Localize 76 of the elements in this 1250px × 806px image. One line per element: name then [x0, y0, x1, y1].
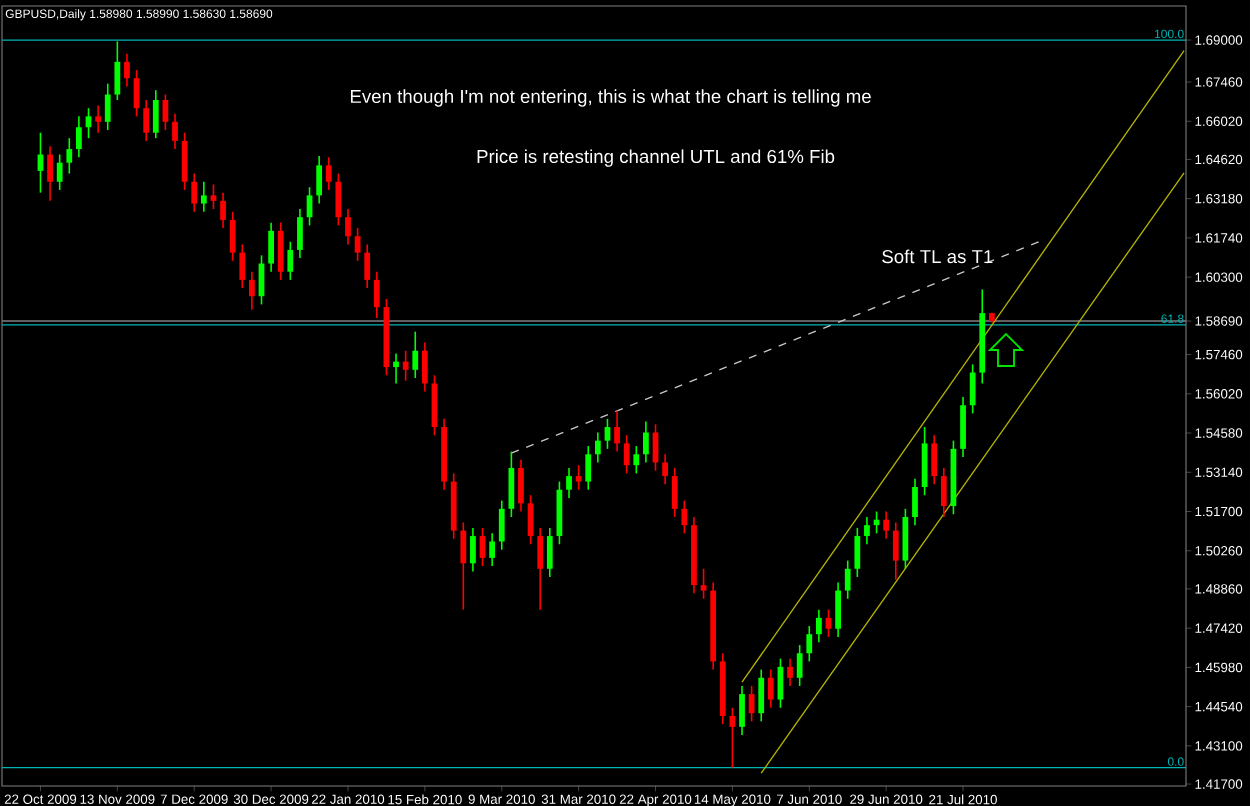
- candlestick: [816, 608, 822, 644]
- candlestick: [421, 341, 428, 393]
- candlestick: [585, 445, 592, 491]
- candlestick: [969, 363, 976, 415]
- annotation: Price is retesting channel UTL and 61% Fib: [477, 149, 835, 167]
- candlestick: [66, 137, 73, 175]
- candlestick: [883, 510, 890, 540]
- candlestick: [316, 155, 323, 205]
- candlestick: [114, 40, 121, 101]
- candlestick: [95, 104, 102, 134]
- candlestick: [249, 270, 255, 311]
- candlestick: [325, 156, 332, 191]
- candlestick: [345, 208, 351, 246]
- candlestick: [633, 445, 640, 475]
- candlestick: [297, 208, 303, 259]
- candlestick: [902, 508, 909, 570]
- candlestick: [124, 52, 130, 88]
- candlestick: [268, 221, 274, 273]
- candlestick: [460, 521, 467, 611]
- candlestick: [700, 567, 707, 600]
- candlestick: [56, 153, 63, 191]
- candlestick: [739, 685, 745, 736]
- candlestick: [575, 464, 582, 491]
- candlestick: [835, 581, 841, 638]
- candlestick: [518, 458, 524, 513]
- candlestick: [239, 243, 246, 289]
- candlestick: [220, 191, 226, 229]
- candlestick: [287, 240, 294, 281]
- candlestick: [931, 434, 938, 486]
- candlestick: [940, 467, 947, 518]
- candlestick: [229, 210, 236, 262]
- candlestick: [671, 467, 678, 518]
- candlestick: [393, 352, 399, 385]
- candlestick: [960, 396, 966, 458]
- candlestick: [546, 527, 553, 578]
- candlestick: [892, 521, 899, 581]
- candlestick: [854, 527, 861, 578]
- candlestick: [354, 227, 361, 262]
- candlestick: [912, 478, 918, 526]
- candlestick: [373, 270, 380, 319]
- candlestick: [604, 418, 611, 450]
- candlestick: [104, 82, 111, 131]
- annotation: Even though I'm not entering, this is what the chart is telling me: [350, 89, 871, 107]
- candlestick: [412, 330, 419, 379]
- candlestick: [787, 657, 793, 687]
- candlestick: [210, 183, 217, 210]
- candlestick: [335, 172, 342, 227]
- candlestick: [623, 434, 630, 475]
- candlestick: [277, 221, 284, 281]
- candlestick: [364, 243, 371, 289]
- candlestick: [758, 668, 765, 723]
- candlestick: [864, 516, 870, 546]
- candlestick: [614, 409, 620, 453]
- candlestick: [200, 180, 207, 213]
- candlestick: [470, 527, 476, 573]
- candlestick: [191, 172, 198, 213]
- candlestick: [767, 668, 774, 709]
- candlestick: [796, 644, 803, 687]
- candlestick: [806, 625, 813, 663]
- candlestick: [152, 89, 159, 139]
- annotation: Soft TL as T1: [882, 249, 993, 264]
- candlestick: [594, 431, 601, 464]
- candlestick: [47, 145, 53, 202]
- candlestick: [844, 559, 851, 600]
- candlestick: [143, 99, 150, 142]
- candlestick: [681, 499, 688, 535]
- candlestick: [508, 450, 515, 518]
- candlestick: [489, 532, 496, 567]
- candlestick: [76, 115, 82, 159]
- candlestick: [498, 499, 505, 551]
- candlestick: [566, 467, 572, 499]
- candlestick: [662, 453, 668, 486]
- candlestick: [643, 420, 649, 464]
- candlestick: [402, 349, 409, 382]
- candlestick: [537, 527, 544, 611]
- candlestick: [172, 112, 178, 150]
